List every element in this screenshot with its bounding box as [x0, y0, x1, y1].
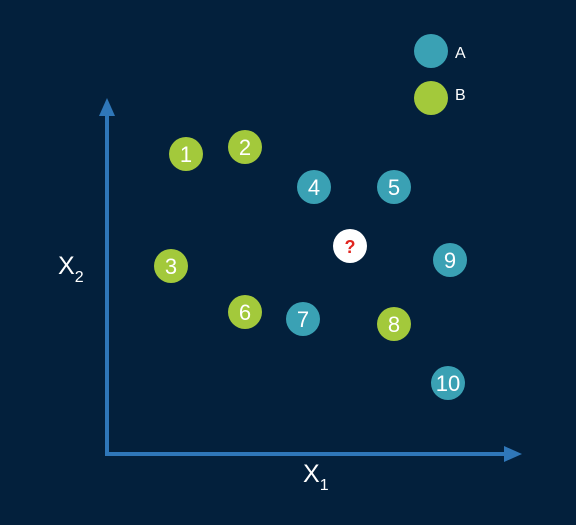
y-axis-label: X2: [58, 252, 84, 286]
point-6-label: 6: [239, 300, 251, 325]
point-3-marker: [154, 249, 188, 283]
query-point-label: ?: [345, 237, 356, 257]
point-8-marker: [377, 307, 411, 341]
point-2: 2: [228, 130, 262, 164]
x-axis-label: X1: [303, 460, 329, 494]
point-3-label: 3: [165, 254, 177, 279]
query-point: ?: [333, 229, 367, 263]
point-8: 8: [377, 307, 411, 341]
point-7: 7: [286, 302, 320, 336]
point-5: 5: [377, 170, 411, 204]
point-2-marker: [228, 130, 262, 164]
query-point-marker: [333, 229, 367, 263]
point-6-marker: [228, 295, 262, 329]
x-axis-arrowhead: [504, 446, 522, 462]
point-3: 3: [154, 249, 188, 283]
legend-swatch-b: [414, 81, 448, 115]
legend-label-b: B: [455, 87, 466, 104]
point-4-label: 4: [308, 175, 320, 200]
data-points: 1 2 3 4 5 6 7: [154, 130, 467, 400]
point-7-marker: [286, 302, 320, 336]
point-1-marker: [169, 137, 203, 171]
point-7-label: 7: [297, 307, 309, 332]
point-9-marker: [433, 243, 467, 277]
point-10: 10: [431, 366, 465, 400]
legend-swatch-a: [414, 34, 448, 68]
point-6: 6: [228, 295, 262, 329]
point-4-marker: [297, 170, 331, 204]
point-9-label: 9: [444, 248, 456, 273]
point-5-label: 5: [388, 175, 400, 200]
legend-item-a: A: [414, 34, 466, 68]
point-8-label: 8: [388, 312, 400, 337]
axes: [99, 98, 522, 462]
y-axis-label-subscript: 2: [75, 269, 84, 286]
legend-item-b: B: [414, 81, 466, 115]
legend-label-a: A: [455, 45, 466, 62]
point-4: 4: [297, 170, 331, 204]
point-1-label: 1: [180, 142, 192, 167]
y-axis-arrowhead: [99, 98, 115, 116]
x-axis-label-subscript: 1: [320, 477, 329, 494]
point-1: 1: [169, 137, 203, 171]
point-2-label: 2: [239, 135, 251, 160]
point-10-marker: [431, 366, 465, 400]
legend: A B: [414, 34, 466, 115]
point-5-marker: [377, 170, 411, 204]
point-10-label: 10: [436, 371, 460, 396]
point-9: 9: [433, 243, 467, 277]
